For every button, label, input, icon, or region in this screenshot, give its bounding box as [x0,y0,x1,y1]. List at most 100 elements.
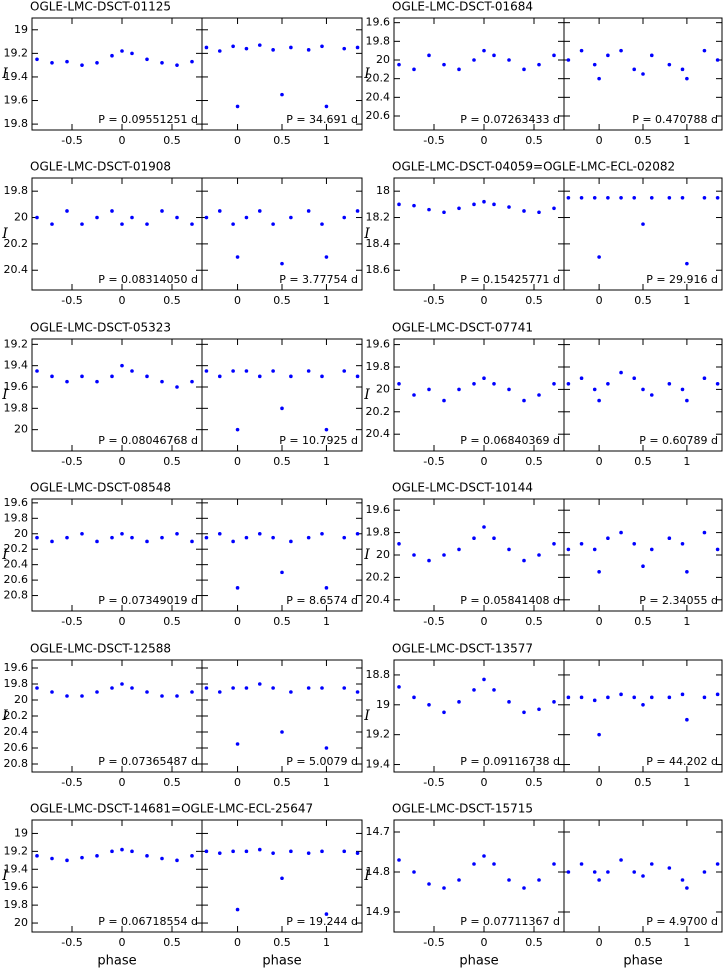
data-point [442,210,446,215]
data-point [289,690,293,694]
data-point [231,369,235,373]
y-axis-label: I [1,226,8,242]
data-point [522,209,526,213]
period-label: P = 10.7925 d [279,434,358,447]
y-tick-label: 19.6 [366,338,391,351]
data-point [592,195,597,200]
y-tick-label: 20.4 [4,725,29,738]
y-tick-label: 19 [14,23,28,36]
y-tick-label: 20.4 [366,593,391,606]
period-label: P = 19.244 d [286,915,358,928]
data-point [685,570,689,574]
data-point [231,849,235,854]
data-point [579,376,584,381]
y-axis-label: I [363,387,370,403]
data-point [320,222,324,226]
data-point [175,63,179,67]
data-point [257,374,262,379]
period-label: P = 44.202 d [646,755,718,768]
data-point [280,570,284,575]
period-label: P = 0.06718554 d [98,915,198,928]
y-tick-label: 14.9 [366,905,391,918]
y-tick-label: 14.8 [366,865,391,878]
data-point [342,46,347,51]
panel-title: OGLE-LMC-DSCT-15715 [392,802,533,816]
data-point [190,854,194,858]
data-point [457,67,461,72]
data-point [715,692,720,697]
data-point [289,215,293,220]
x-tick-label: 0 [481,294,488,307]
data-point [507,878,511,882]
x-tick-label: 0 [234,776,241,789]
period-label: P = 0.06840369 d [460,434,560,447]
data-point [397,542,401,546]
x-tick-label: 0.5 [273,776,291,789]
data-point [667,195,672,200]
data-point [522,886,526,890]
data-point [320,374,324,379]
y-tick-label: 18.6 [366,263,391,276]
period-label: P = 34.691 d [286,113,358,126]
data-point [472,862,476,866]
data-point [472,536,476,540]
data-point [342,849,347,854]
data-point [680,692,685,697]
panel-title: OGLE-LMC-DSCT-10144 [392,481,533,495]
data-point [130,369,134,373]
data-point [204,369,209,373]
period-label: P = 0.07349019 d [98,594,198,607]
data-point [355,209,360,213]
data-point [120,222,124,226]
data-point [280,876,284,881]
data-point [680,195,685,200]
data-point [412,393,416,397]
data-point [65,209,69,213]
data-point [649,53,654,58]
data-point [579,695,584,700]
x-tick-label: 0 [481,134,488,147]
y-tick-label: 18.8 [366,668,391,681]
data-point [552,206,556,211]
data-point [457,700,461,704]
y-tick-label: 19.8 [4,401,29,414]
data-point [342,215,347,220]
y-tick-label: 19.8 [4,117,29,130]
data-point [606,195,610,200]
data-point [65,59,69,64]
data-point [175,858,179,863]
data-point [606,695,610,700]
data-point [492,862,496,866]
period-label: P = 0.60789 d [639,434,718,447]
plot-frame [31,17,363,131]
data-point [342,686,347,690]
x-tick-label: 0.5 [634,134,652,147]
data-point [130,686,134,690]
data-point [280,730,284,734]
data-point [649,393,654,397]
data-point [427,207,431,212]
data-point [120,49,124,53]
data-point [715,547,720,552]
data-point [271,222,275,226]
panel-title: OGLE-LMC-DSCT-07741 [392,321,533,335]
data-point [204,849,209,854]
y-axis-label: I [1,547,8,563]
y-tick-label: 20.6 [366,109,391,122]
data-point [492,202,496,207]
data-point [715,195,720,200]
data-point [160,535,164,540]
plot-frame [393,177,723,291]
data-point [552,700,556,704]
data-point [257,43,262,47]
y-tick-label: 19.6 [4,380,29,393]
data-point [412,870,416,874]
y-axis-label: I [1,66,8,82]
data-point [217,690,222,694]
data-point [217,209,222,213]
data-point [715,382,720,386]
x-tick-label: 1 [683,936,690,949]
data-point [685,76,689,81]
y-tick-label: 20.6 [4,741,29,754]
x-tick-label: 0 [234,294,241,307]
